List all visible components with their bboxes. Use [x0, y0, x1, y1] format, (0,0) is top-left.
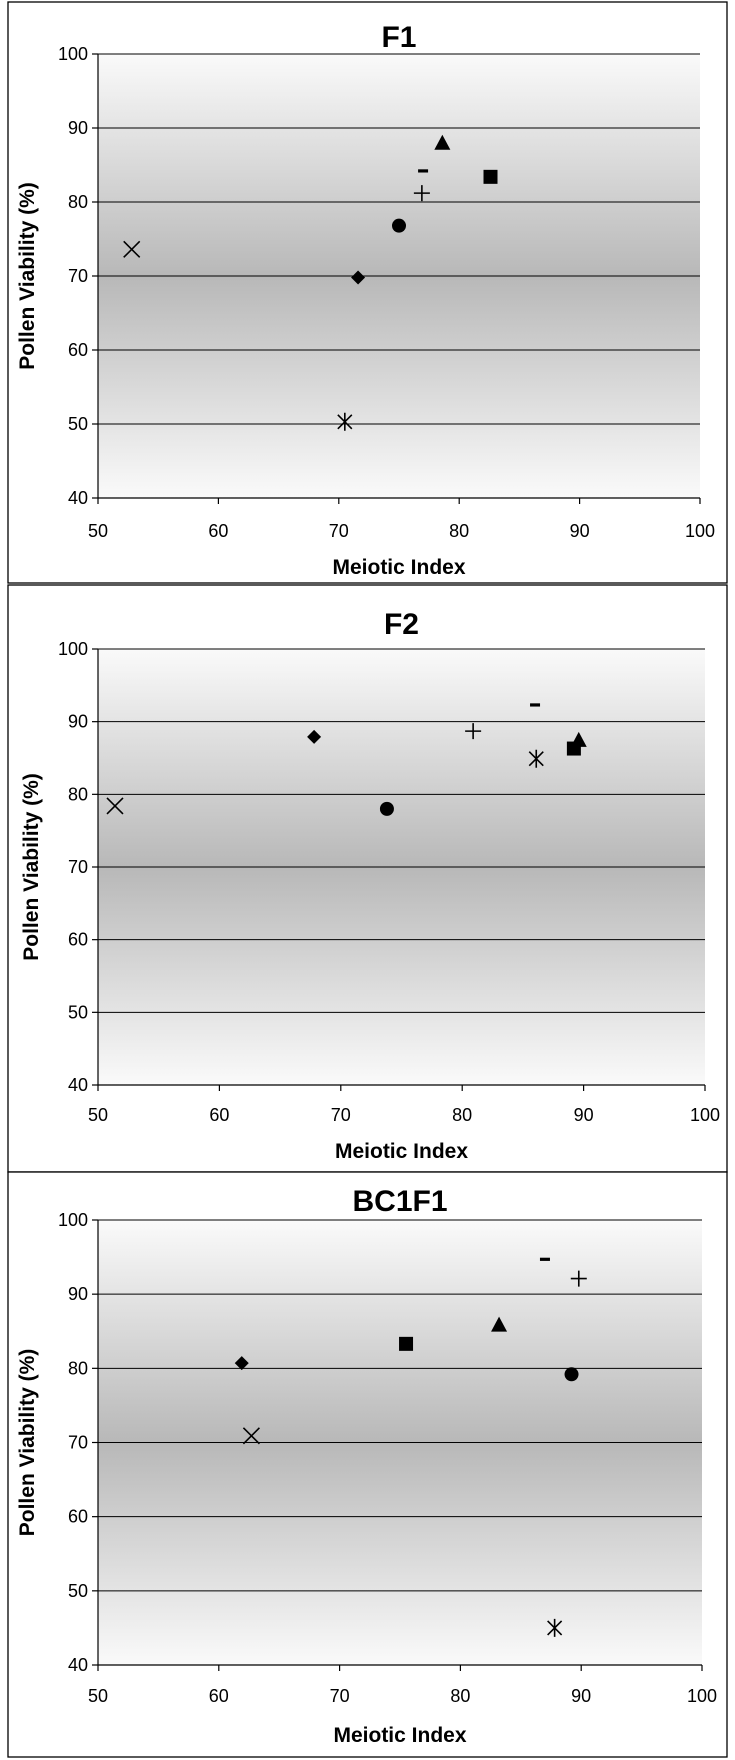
x-tick-label: 60 [209, 1686, 229, 1706]
x-tick-label: 50 [88, 1105, 108, 1125]
y-axis-title: Pollen Viability (%) [20, 773, 43, 960]
chart-title: BC1F1 [352, 1185, 447, 1218]
y-tick-label: 90 [68, 118, 88, 138]
chart-title: F2 [384, 608, 419, 641]
dash-marker [530, 703, 541, 707]
x-tick-label: 70 [329, 521, 349, 541]
x-marker [242, 1427, 260, 1445]
triangle-marker [570, 731, 587, 747]
y-axis-title: Pollen Viability (%) [16, 182, 39, 369]
x-tick-label: 100 [687, 1686, 717, 1706]
x-tick-label: 70 [331, 1105, 351, 1125]
y-tick-label: 100 [58, 639, 88, 659]
x-tick-label: 100 [685, 521, 715, 541]
x-tick-label: 80 [450, 1686, 470, 1706]
x-tick-label: 60 [208, 521, 228, 541]
y-tick-label: 90 [68, 1284, 88, 1304]
y-tick-label: 50 [68, 1581, 88, 1601]
x-axis-title: Meiotic Index [335, 1140, 468, 1163]
x-marker [106, 797, 124, 815]
triangle-marker [434, 134, 451, 150]
y-tick-label: 80 [68, 192, 88, 212]
y-tick-label: 60 [68, 340, 88, 360]
chart-title: F1 [381, 21, 416, 54]
x-tick-label: 50 [88, 1686, 108, 1706]
y-tick-label: 100 [58, 44, 88, 64]
y-tick-label: 70 [68, 1433, 88, 1453]
diamond-marker [234, 1356, 249, 1371]
circle-marker [379, 801, 394, 816]
circle-marker [564, 1367, 579, 1382]
y-tick-label: 40 [68, 1075, 88, 1095]
x-tick-label: 70 [330, 1686, 350, 1706]
asterisk-marker [528, 749, 544, 768]
x-tick-label: 100 [690, 1105, 720, 1125]
diamond-marker [307, 729, 322, 744]
x-marker [123, 240, 141, 258]
x-tick-label: 80 [452, 1105, 472, 1125]
y-tick-label: 60 [68, 930, 88, 950]
triangle-marker [491, 1316, 508, 1332]
y-tick-label: 70 [68, 266, 88, 286]
plus-marker [413, 185, 430, 202]
y-tick-label: 40 [68, 1655, 88, 1675]
x-tick-label: 90 [570, 521, 590, 541]
asterisk-marker [337, 412, 353, 431]
y-tick-label: 50 [68, 1002, 88, 1022]
x-tick-label: 90 [574, 1105, 594, 1125]
dash-marker [418, 169, 429, 173]
y-tick-label: 40 [68, 488, 88, 508]
asterisk-marker [547, 1618, 563, 1637]
y-tick-label: 50 [68, 414, 88, 434]
x-tick-label: 90 [571, 1686, 591, 1706]
square-marker [399, 1336, 414, 1351]
y-tick-label: 80 [68, 784, 88, 804]
diamond-marker [351, 270, 366, 285]
y-tick-label: 100 [58, 1210, 88, 1230]
plus-marker [570, 1270, 587, 1287]
circle-marker [392, 218, 406, 233]
x-tick-label: 60 [209, 1105, 229, 1125]
y-axis-title: Pollen Viability (%) [16, 1349, 39, 1536]
y-tick-label: 70 [68, 857, 88, 877]
y-tick-label: 80 [68, 1358, 88, 1378]
x-tick-label: 80 [449, 521, 469, 541]
x-axis-title: Meiotic Index [332, 556, 465, 579]
y-tick-label: 60 [68, 1507, 88, 1527]
dash-marker [539, 1257, 550, 1261]
plus-marker [465, 723, 482, 740]
x-axis-title: Meiotic Index [333, 1724, 466, 1747]
square-marker [483, 169, 498, 184]
x-tick-label: 50 [88, 521, 108, 541]
y-tick-label: 90 [68, 712, 88, 732]
